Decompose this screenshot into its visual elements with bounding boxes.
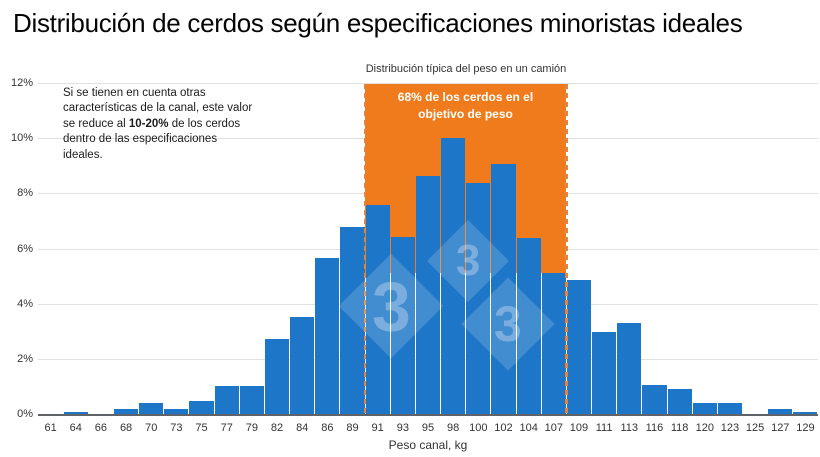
bar-84 [290,317,315,415]
highlight-label: 68% de los cerdos en el objetivo de peso [365,89,566,122]
bar-98 [441,137,466,415]
y-tick-label: 6% [17,242,33,255]
x-tick-label: 123 [720,422,740,434]
x-tick-label: 68 [119,422,133,434]
annotation-line: se reduce al [63,117,129,130]
bar-89 [340,227,365,415]
annotation-bold-value: 10-20% [128,117,169,130]
bar-100 [466,183,491,415]
x-tick-label: 75 [195,422,208,434]
bar-129 [793,412,818,415]
x-tick-label: 86 [321,422,334,434]
highlight-label-line1: 68% de los cerdos en el [397,90,534,104]
bar-82 [264,339,290,415]
bar-107 [541,272,566,415]
x-axis-title: Peso canal, kg [388,438,468,452]
x-tick-label: 129 [796,422,815,434]
x-tick-label: 98 [447,422,460,434]
bar-118 [667,388,692,415]
annotation-line: características de la canal, este valor [63,102,253,115]
annotation-line: Si se tienen en cuenta otras [63,87,206,99]
bar-77 [214,386,239,415]
x-tick-label: 84 [296,422,309,434]
chart-subtitle: Distribución típica del peso en un camió… [365,63,567,75]
x-tick-label: 82 [270,422,284,434]
x-tick-label: 79 [245,422,258,434]
bar-127 [768,409,793,415]
x-tick-label: 66 [94,422,108,434]
y-tick-label: 12% [10,77,33,89]
annotation-line: ideales. [63,148,103,161]
bar-123 [717,402,742,415]
bar-95 [415,176,441,415]
annotation-line: de los cerdos [168,117,241,130]
x-tick-label: 61 [44,422,57,434]
highlight-left-dashed-line [363,84,367,415]
x-tick-label: 116 [645,422,664,434]
bar-79 [239,386,264,415]
bar-75 [189,401,214,415]
bar-64 [63,412,88,415]
y-tick-label: 4% [17,297,33,310]
x-tick-label: 93 [396,422,409,434]
bar-102 [491,164,516,415]
bar-86 [315,257,340,415]
y-tick-label: 0% [17,408,33,420]
x-tick-label: 111 [595,422,613,434]
x-tick-label: 102 [494,422,513,434]
x-tick-label: 77 [220,422,233,434]
highlight-right-dashed-line [565,84,568,415]
bar-73 [164,409,189,415]
bar-91 [365,205,390,415]
bar-104 [516,238,541,415]
x-tick-label: 120 [695,422,714,434]
x-tick-label: 91 [371,422,384,434]
bar-116 [642,384,667,415]
annotation-note: Si se tienen en cuenta otras característ… [63,86,313,163]
x-tick-label: 73 [170,422,183,434]
x-tick-label: 109 [569,422,589,434]
y-axis: 0% 2% 4% 6% 8% 10% 12% [0,77,33,420]
y-tick-label: 2% [17,352,33,365]
x-tick-label: 127 [771,422,790,434]
watermark-3-glyph: 3 [494,296,522,352]
bar-68 [113,409,139,415]
highlight-label-line2: objetivo de peso [418,106,513,121]
bar-120 [692,402,717,415]
bar-93 [390,237,415,415]
bar-70 [139,402,164,415]
watermark-3-glyph: 3 [371,267,411,345]
x-tick-label: 118 [670,422,689,434]
bar-109 [566,279,592,415]
x-tick-label: 64 [69,422,82,434]
bar-113 [617,322,642,415]
x-tick-label: 107 [544,422,563,434]
bar-111 [592,332,617,415]
gridline [38,83,818,84]
x-tick-label: 104 [519,422,538,434]
plot-area [38,83,818,416]
x-axis-line [38,414,818,416]
x-tick-label: 95 [421,422,435,434]
x-tick-label: 113 [620,422,639,434]
y-tick-label: 10% [10,132,33,145]
annotation-line: dentro de las especificaciones [63,133,218,146]
y-tick-label: 8% [17,187,33,200]
x-tick-label: 89 [346,422,359,434]
page-title: Distribución de cerdos según especificac… [13,8,743,38]
x-tick-label: 100 [469,422,488,434]
x-tick-label: 125 [745,422,765,434]
x-tick-label: 70 [145,422,158,434]
watermark-3-glyph: 3 [455,235,481,285]
